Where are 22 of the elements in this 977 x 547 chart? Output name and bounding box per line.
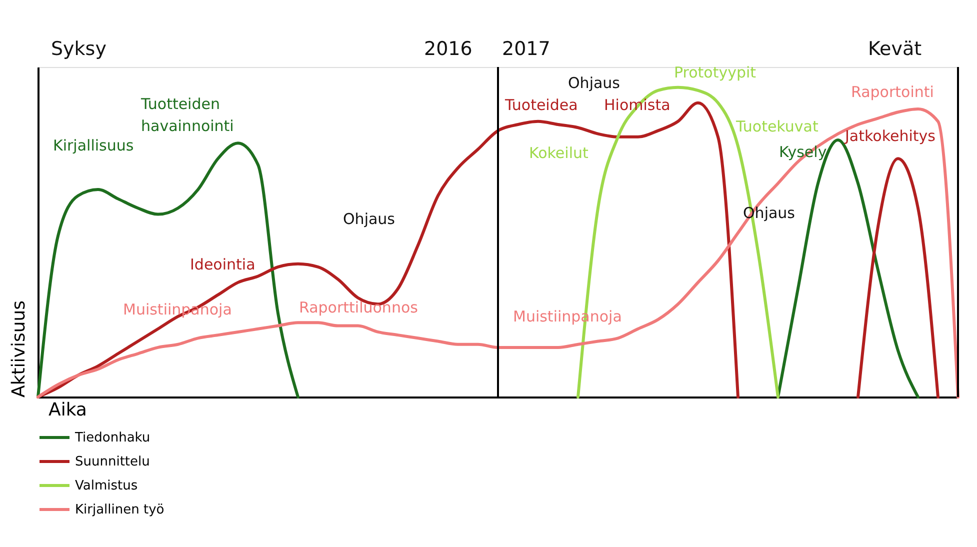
annotation: Tuoteidea bbox=[504, 96, 578, 114]
text: 2017 bbox=[502, 38, 550, 60]
text: Prototyypit bbox=[674, 63, 756, 82]
annotation: Ohjaus bbox=[568, 74, 620, 92]
annotation: Kokeilut bbox=[529, 144, 588, 162]
text: 2016 bbox=[424, 38, 472, 60]
text: Syksy bbox=[51, 38, 106, 60]
annotation: Jatkokehitys bbox=[844, 127, 936, 146]
y-axis-title: Aktiivisuus bbox=[8, 300, 30, 398]
annotation: Ideointia bbox=[190, 255, 256, 274]
annotation: Tuotteiden havainnointi bbox=[140, 95, 234, 136]
annotation: Ohjaus bbox=[343, 210, 396, 228]
annotation: Kirjallisuus bbox=[53, 136, 134, 155]
annotation: Raporttiluonnos bbox=[299, 298, 418, 317]
annotation: Tuotekuvat bbox=[735, 117, 818, 136]
text: Kevät bbox=[868, 38, 922, 60]
legend-label: Valmistus bbox=[75, 478, 138, 494]
legend-label: Suunnittelu bbox=[75, 454, 150, 470]
annotation: Raportointi bbox=[851, 82, 934, 101]
legend-label: Kirjallinen työ bbox=[75, 502, 164, 518]
legend-label: Tiedonhaku bbox=[74, 430, 150, 446]
x-axis-title: Aika bbox=[48, 400, 87, 420]
